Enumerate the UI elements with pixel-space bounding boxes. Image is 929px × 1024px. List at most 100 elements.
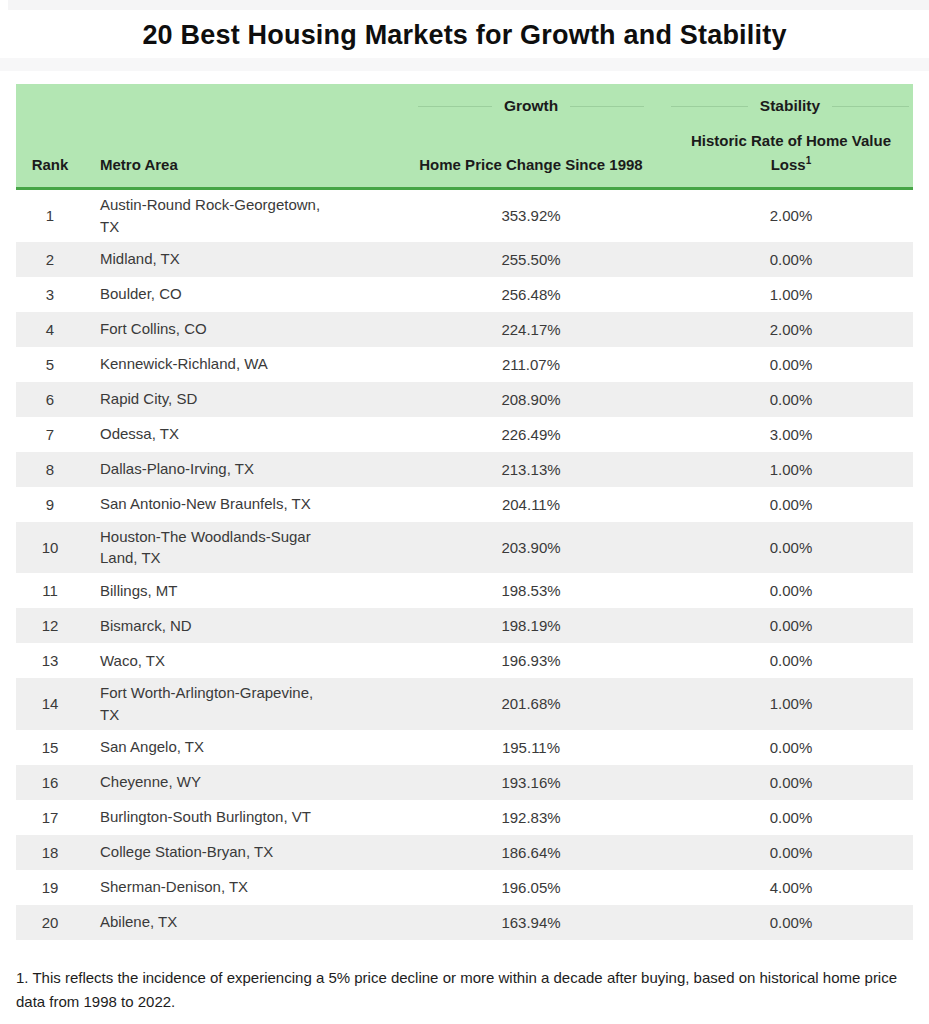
metro-cell: Rapid City, SD bbox=[84, 388, 364, 410]
table-row: 20 Abilene, TX 163.94% 0.00% bbox=[16, 905, 913, 940]
table-row: 13 Waco, TX 196.93% 0.00% bbox=[16, 643, 913, 678]
rank-cell: 14 bbox=[16, 695, 84, 712]
stability-cell: 0.00% bbox=[698, 844, 884, 861]
table-row: 17 Burlington-South Burlington, VT 192.8… bbox=[16, 800, 913, 835]
table-row: 15 San Angelo, TX 195.11% 0.00% bbox=[16, 730, 913, 765]
growth-cell: 353.92% bbox=[364, 207, 698, 224]
table-row: 6 Rapid City, SD 208.90% 0.00% bbox=[16, 382, 913, 417]
growth-cell: 226.49% bbox=[364, 426, 698, 443]
group-header-row: Growth Stability bbox=[16, 97, 913, 115]
metro-cell: Dallas-Plano-Irving, TX bbox=[84, 458, 364, 480]
growth-cell: 196.93% bbox=[364, 652, 698, 669]
table-row: 3 Boulder, CO 256.48% 1.00% bbox=[16, 277, 913, 312]
stability-cell: 0.00% bbox=[698, 251, 884, 268]
stability-cell: 0.00% bbox=[698, 774, 884, 791]
rank-cell: 4 bbox=[16, 321, 84, 338]
growth-column-header: Home Price Change Since 1998 bbox=[364, 154, 698, 177]
metro-cell: Waco, TX bbox=[84, 650, 364, 672]
table-body: 1 Austin-Round Rock-Georgetown, TX 353.9… bbox=[16, 190, 913, 940]
growth-group-label: Growth bbox=[504, 97, 558, 115]
growth-cell: 195.11% bbox=[364, 739, 698, 756]
footnote: 1. This reflects the incidence of experi… bbox=[16, 966, 913, 1014]
stability-cell: 0.00% bbox=[698, 391, 884, 408]
rank-cell: 11 bbox=[16, 582, 84, 599]
table-row: 19 Sherman-Denison, TX 196.05% 4.00% bbox=[16, 870, 913, 905]
growth-cell: 163.94% bbox=[364, 914, 698, 931]
metro-cell: Billings, MT bbox=[84, 580, 364, 602]
stability-cell: 3.00% bbox=[698, 426, 884, 443]
stability-cell: 0.00% bbox=[698, 356, 884, 373]
table-row: 9 San Antonio-New Braunfels, TX 204.11% … bbox=[16, 487, 913, 522]
rank-cell: 9 bbox=[16, 496, 84, 513]
stability-group-label: Stability bbox=[760, 97, 820, 115]
growth-cell: 224.17% bbox=[364, 321, 698, 338]
metro-cell: Kennewick-Richland, WA bbox=[84, 353, 364, 375]
rank-cell: 16 bbox=[16, 774, 84, 791]
rank-cell: 7 bbox=[16, 426, 84, 443]
metro-cell: Bismarck, ND bbox=[84, 615, 364, 637]
metro-cell: Cheyenne, WY bbox=[84, 771, 364, 793]
metro-cell: Boulder, CO bbox=[84, 283, 364, 305]
divider-strip bbox=[0, 58, 929, 71]
stability-rule-right bbox=[832, 106, 909, 107]
table-row: 7 Odessa, TX 226.49% 3.00% bbox=[16, 417, 913, 452]
rank-cell: 17 bbox=[16, 809, 84, 826]
rank-cell: 20 bbox=[16, 914, 84, 931]
rank-cell: 15 bbox=[16, 739, 84, 756]
growth-cell: 204.11% bbox=[364, 496, 698, 513]
table-row: 10 Houston-The Woodlands-Sugar Land, TX … bbox=[16, 522, 913, 574]
table-row: 1 Austin-Round Rock-Georgetown, TX 353.9… bbox=[16, 190, 913, 242]
table-row: 12 Bismarck, ND 198.19% 0.00% bbox=[16, 608, 913, 643]
table-row: 18 College Station-Bryan, TX 186.64% 0.0… bbox=[16, 835, 913, 870]
table-row: 8 Dallas-Plano-Irving, TX 213.13% 1.00% bbox=[16, 452, 913, 487]
rank-column-header: Rank bbox=[16, 154, 84, 177]
footnote-marker: 1 bbox=[806, 155, 812, 166]
stability-cell: 4.00% bbox=[698, 879, 884, 896]
metro-cell: San Angelo, TX bbox=[84, 736, 364, 758]
growth-rule-right bbox=[570, 106, 644, 107]
table-row: 11 Billings, MT 198.53% 0.00% bbox=[16, 573, 913, 608]
stability-cell: 0.00% bbox=[698, 617, 884, 634]
column-header-row: Rank Metro Area Home Price Change Since … bbox=[16, 130, 913, 176]
growth-cell: 203.90% bbox=[364, 539, 698, 556]
stability-cell: 0.00% bbox=[698, 582, 884, 599]
table-row: 14 Fort Worth-Arlington-Grapevine, TX 20… bbox=[16, 678, 913, 730]
stability-cell: 1.00% bbox=[698, 695, 884, 712]
growth-cell: 198.53% bbox=[364, 582, 698, 599]
metro-cell: Austin-Round Rock-Georgetown, TX bbox=[84, 194, 364, 238]
table-row: 2 Midland, TX 255.50% 0.00% bbox=[16, 242, 913, 277]
growth-cell: 201.68% bbox=[364, 695, 698, 712]
stability-cell: 1.00% bbox=[698, 461, 884, 478]
top-edge-strip bbox=[8, 0, 929, 10]
metro-cell: San Antonio-New Braunfels, TX bbox=[84, 493, 364, 515]
stability-cell: 1.00% bbox=[698, 286, 884, 303]
rank-cell: 6 bbox=[16, 391, 84, 408]
rank-cell: 2 bbox=[16, 251, 84, 268]
rank-cell: 8 bbox=[16, 461, 84, 478]
growth-cell: 186.64% bbox=[364, 844, 698, 861]
stability-rule-left bbox=[671, 106, 748, 107]
growth-cell: 213.13% bbox=[364, 461, 698, 478]
growth-group-header: Growth bbox=[418, 97, 644, 115]
stability-group-header: Stability bbox=[671, 97, 909, 115]
rank-cell: 18 bbox=[16, 844, 84, 861]
metro-column-header: Metro Area bbox=[84, 154, 364, 177]
table-row: 16 Cheyenne, WY 193.16% 0.00% bbox=[16, 765, 913, 800]
stability-column-header: Historic Rate of Home Value Loss1 bbox=[671, 130, 911, 176]
footer: 1. This reflects the incidence of experi… bbox=[16, 966, 913, 1024]
metro-cell: Odessa, TX bbox=[84, 423, 364, 445]
table-row: 5 Kennewick-Richland, WA 211.07% 0.00% bbox=[16, 347, 913, 382]
growth-cell: 208.90% bbox=[364, 391, 698, 408]
stability-cell: 0.00% bbox=[698, 809, 884, 826]
growth-rule-left bbox=[418, 106, 492, 107]
growth-cell: 198.19% bbox=[364, 617, 698, 634]
growth-cell: 193.16% bbox=[364, 774, 698, 791]
stability-cell: 0.00% bbox=[698, 539, 884, 556]
stability-cell: 0.00% bbox=[698, 739, 884, 756]
stability-cell: 0.00% bbox=[698, 914, 884, 931]
growth-cell: 192.83% bbox=[364, 809, 698, 826]
stability-cell: 2.00% bbox=[698, 207, 884, 224]
metro-cell: Fort Collins, CO bbox=[84, 318, 364, 340]
metro-cell: Burlington-South Burlington, VT bbox=[84, 806, 364, 828]
growth-cell: 211.07% bbox=[364, 356, 698, 373]
